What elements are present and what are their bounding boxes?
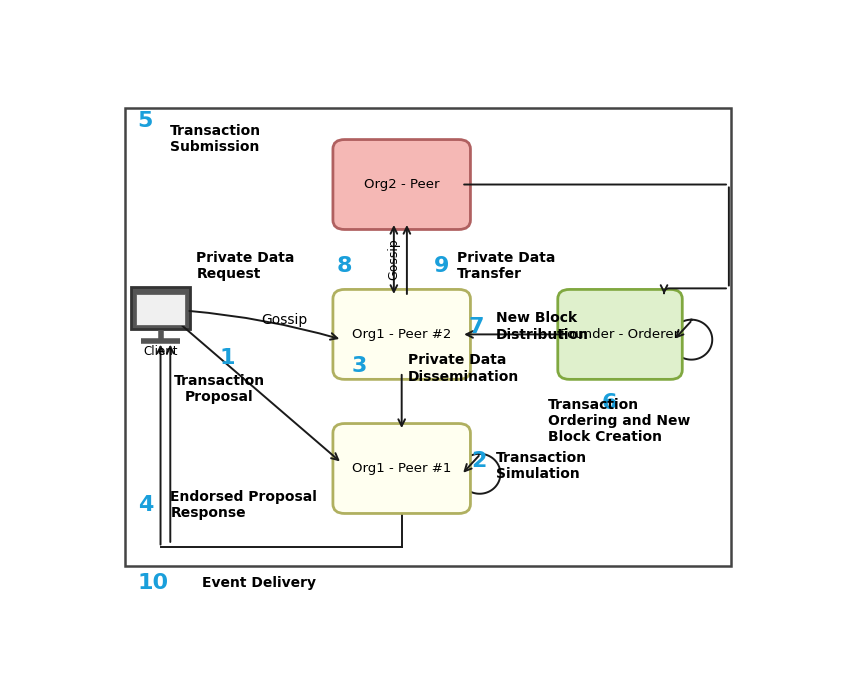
Text: Gossip: Gossip	[388, 238, 400, 280]
Text: Private Data
Transfer: Private Data Transfer	[458, 251, 555, 281]
Text: 4: 4	[138, 495, 153, 515]
Text: 10: 10	[138, 572, 169, 593]
Text: Transaction
Simulation: Transaction Simulation	[496, 451, 587, 481]
Text: 9: 9	[434, 256, 450, 276]
Text: Event Delivery: Event Delivery	[202, 576, 315, 589]
Text: Org1 - Peer #2: Org1 - Peer #2	[352, 328, 452, 341]
FancyBboxPatch shape	[558, 290, 682, 379]
FancyBboxPatch shape	[333, 290, 470, 379]
Text: 7: 7	[468, 316, 484, 337]
FancyBboxPatch shape	[136, 294, 185, 325]
Text: Client: Client	[143, 345, 177, 358]
Text: Gossip: Gossip	[262, 313, 308, 326]
Text: 1: 1	[220, 348, 235, 368]
Text: Private Data
Dissemination: Private Data Dissemination	[408, 354, 520, 384]
FancyBboxPatch shape	[131, 287, 190, 329]
Bar	[124, 108, 731, 566]
Text: Founder - Orderer: Founder - Orderer	[560, 328, 680, 341]
FancyBboxPatch shape	[333, 423, 470, 514]
Text: 3: 3	[352, 356, 367, 376]
Text: 5: 5	[138, 111, 153, 131]
Text: Org1 - Peer #1: Org1 - Peer #1	[352, 462, 452, 475]
Text: Transaction
Ordering and New
Block Creation: Transaction Ordering and New Block Creat…	[548, 398, 690, 445]
Text: Org2 - Peer: Org2 - Peer	[364, 178, 440, 191]
Text: 8: 8	[336, 256, 352, 276]
Text: New Block
Distribution: New Block Distribution	[496, 311, 590, 342]
Text: 6: 6	[602, 393, 617, 413]
Text: 2: 2	[472, 451, 487, 471]
Text: Endorsed Proposal
Response: Endorsed Proposal Response	[170, 490, 317, 520]
Text: Transaction
Proposal: Transaction Proposal	[173, 374, 265, 404]
Text: Transaction
Submission: Transaction Submission	[170, 124, 262, 154]
FancyBboxPatch shape	[333, 139, 470, 229]
Text: Private Data
Request: Private Data Request	[196, 251, 294, 281]
